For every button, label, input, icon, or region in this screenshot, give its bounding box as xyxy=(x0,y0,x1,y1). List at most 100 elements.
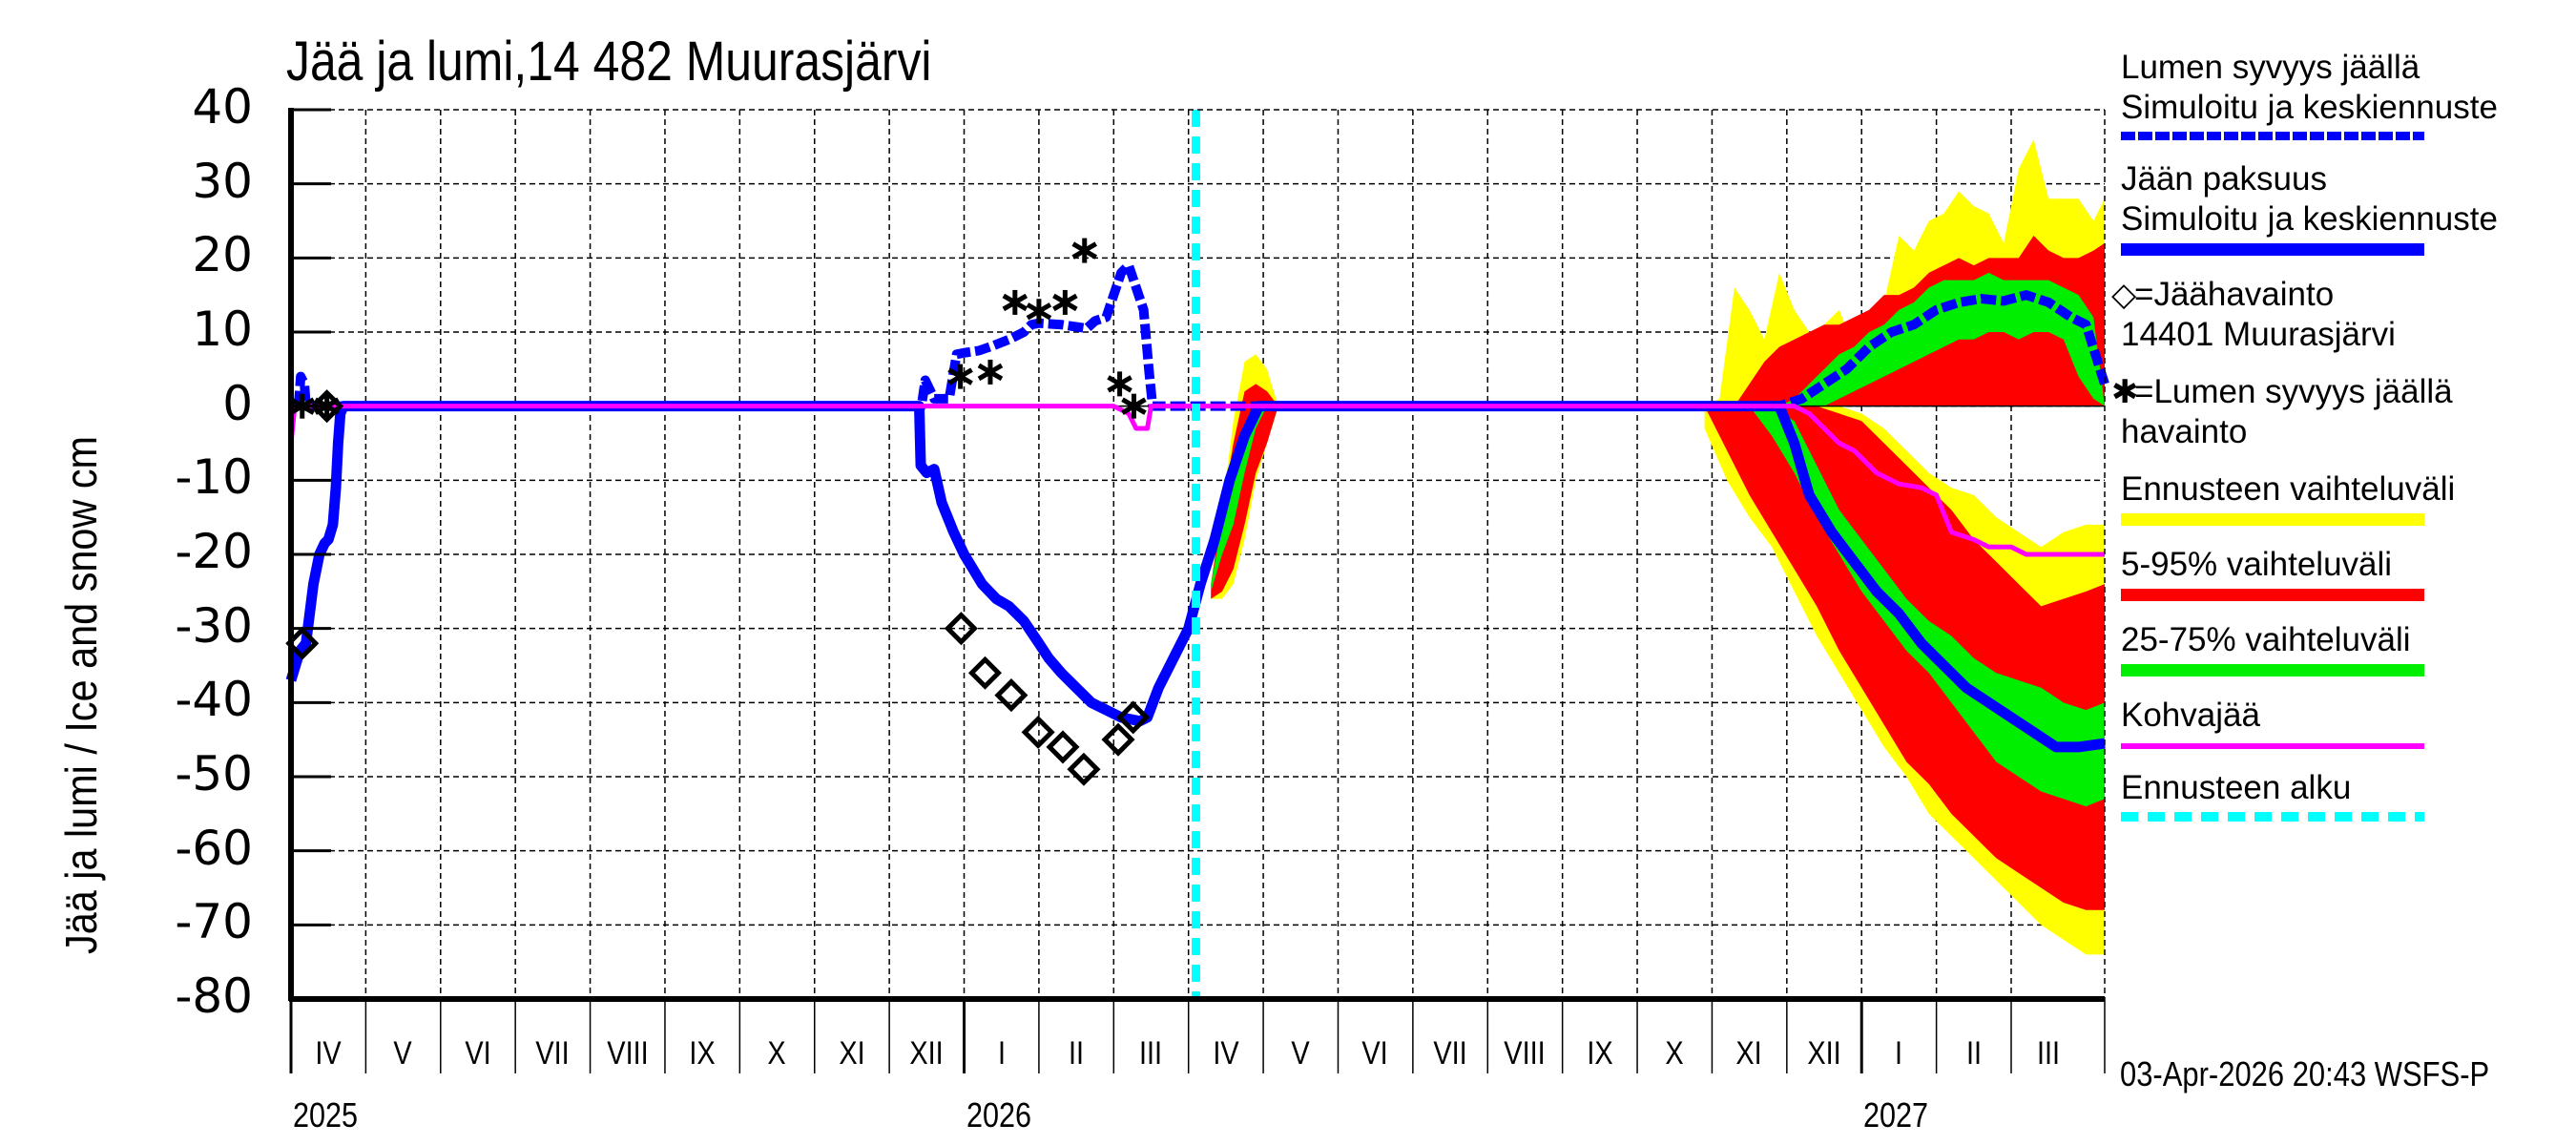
y-tick-label: -20 xyxy=(175,524,253,579)
legend-snow-title: Lumen syvyys jäällä xyxy=(2121,49,2420,86)
chart-title: Jää ja lumi,14 482 Muurasjärvi xyxy=(286,31,932,93)
x-month-label: IV xyxy=(315,1035,342,1072)
x-month-label: II xyxy=(1068,1035,1084,1072)
x-year-label: 2027 xyxy=(1863,1095,1929,1135)
legend-dashed-blue-swatch xyxy=(2121,132,2424,140)
asterisk-marker-icon xyxy=(977,359,1004,385)
band-5-95 xyxy=(1211,384,1278,599)
diamond-marker-icon xyxy=(1116,700,1151,735)
x-month-label: XI xyxy=(839,1035,865,1072)
legend: Lumen syvyys jäällä Simuloitu ja keskien… xyxy=(2111,48,2569,841)
legend-range-5-95-label: 5-95% vaihteluväli xyxy=(2121,546,2393,583)
forecast-bands xyxy=(291,139,2105,955)
x-month-label: VIII xyxy=(1504,1035,1546,1072)
legend-ice-obs-station: 14401 Muurasjärvi xyxy=(2121,316,2396,353)
x-month-label: I xyxy=(997,1035,1006,1072)
band-25-75 xyxy=(1704,406,2105,807)
asterisk-marker-icon xyxy=(1052,289,1078,315)
legend-ice-obs-label: =Jäähavainto xyxy=(2134,276,2335,313)
x-month-label: III xyxy=(1139,1035,1163,1072)
ice-thickness-line xyxy=(285,401,2106,753)
y-tick-label: -50 xyxy=(175,746,253,802)
x-month-label: V xyxy=(1291,1035,1310,1072)
x-month-label: II xyxy=(1965,1035,1982,1072)
band-25-75 xyxy=(1704,272,2105,406)
x-month-label: XII xyxy=(909,1035,944,1072)
x-month-label: VI xyxy=(465,1035,491,1072)
legend-yellow-swatch xyxy=(2121,513,2424,526)
asterisk-marker-icon xyxy=(947,364,973,389)
legend-forecast-start: Ennusteen alku xyxy=(2121,768,2569,822)
legend-magenta-swatch xyxy=(2121,743,2424,749)
diamond-marker-icon xyxy=(1101,722,1135,757)
x-month-label: XI xyxy=(1735,1035,1763,1072)
slush-ice-line xyxy=(288,404,2105,557)
timestamp: 03-Apr-2026 20:43 WSFS-P xyxy=(2120,1054,2490,1093)
legend-slush-ice-label: Kohvajää xyxy=(2121,697,2260,734)
y-tick-label: -80 xyxy=(175,968,253,1024)
x-month-label: XII xyxy=(1807,1035,1841,1072)
band-5-95 xyxy=(1704,406,2105,910)
x-month-label: VII xyxy=(1433,1035,1467,1072)
x-month-label: VII xyxy=(535,1035,570,1072)
observation-markers xyxy=(285,238,1151,786)
legend-red-swatch xyxy=(2121,589,2424,601)
legend-snow-obs-label: =Lumen syvyys jäällä xyxy=(2134,373,2453,410)
x-month-label: I xyxy=(1895,1035,1903,1072)
y-tick-label: -10 xyxy=(175,449,253,506)
legend-range-5-95: 5-95% vaihteluväli xyxy=(2121,545,2569,601)
x-month-label: X xyxy=(767,1035,786,1072)
x-month-label: III xyxy=(2036,1035,2061,1072)
x-month-label: VIII xyxy=(606,1035,649,1072)
data-lines xyxy=(285,110,2109,999)
y-tick-label: 40 xyxy=(192,79,253,135)
legend-snow-observation: ✱ =Lumen syvyys jäällä havainto xyxy=(2111,372,2569,452)
x-month-label: IV xyxy=(1213,1035,1239,1072)
legend-range-full: Ennusteen vaihteluväli xyxy=(2121,469,2569,526)
y-tick-label: 30 xyxy=(192,153,253,209)
y-tick-label: 0 xyxy=(222,375,253,431)
legend-slush-ice: Kohvajää xyxy=(2121,696,2569,749)
legend-ice-sub: Simuloitu ja keskiennuste xyxy=(2121,200,2498,238)
legend-ice-thickness: Jään paksuus Simuloitu ja keskiennuste xyxy=(2121,159,2569,256)
asterisk-marker-icon xyxy=(1026,299,1052,324)
y-tick-label: 20 xyxy=(192,227,253,283)
x-year-label: 2025 xyxy=(293,1095,359,1135)
legend-range-25-75-label: 25-75% vaihteluväli xyxy=(2121,621,2411,658)
diamond-marker-icon xyxy=(1067,752,1101,786)
legend-forecast-start-label: Ennusteen alku xyxy=(2121,769,2352,806)
y-tick-label: 10 xyxy=(192,302,253,357)
x-month-label: IX xyxy=(689,1035,716,1072)
asterisk-marker-icon xyxy=(1071,238,1097,263)
diamond-marker-icon xyxy=(994,678,1028,713)
legend-range-full-label: Ennusteen vaihteluväli xyxy=(2121,470,2456,508)
x-month-label: VI xyxy=(1361,1035,1389,1072)
diamond-marker-icon xyxy=(944,612,978,646)
asterisk-marker-icon xyxy=(1002,289,1028,315)
plot-frame xyxy=(288,108,2106,1073)
y-tick-label: -30 xyxy=(175,597,253,654)
legend-cyan-dashed-swatch xyxy=(2121,812,2424,822)
legend-ice-title: Jään paksuus xyxy=(2121,160,2327,198)
asterisk-marker-icon xyxy=(1107,371,1132,397)
legend-snow-depth: Lumen syvyys jäällä Simuloitu ja keskien… xyxy=(2121,48,2569,140)
x-year-label: 2026 xyxy=(966,1095,1031,1135)
legend-solid-blue-swatch xyxy=(2121,243,2424,256)
legend-green-swatch xyxy=(2121,664,2424,677)
x-month-label: X xyxy=(1665,1035,1684,1072)
diamond-marker-icon xyxy=(967,656,1003,690)
y-axis-label: Jää ja lumi / Ice and snow cm xyxy=(56,435,106,954)
diamond-marker-icon xyxy=(1021,715,1055,749)
snow-depth-line xyxy=(293,260,2109,411)
legend-snow-obs-sub: havainto xyxy=(2121,413,2248,450)
asterisk-marker-icon: ✱ xyxy=(2111,374,2139,410)
y-tick-label: -40 xyxy=(175,672,253,728)
legend-ice-observation: ◇ =Jäähavainto 14401 Muurasjärvi xyxy=(2111,275,2569,355)
y-tick-label: -60 xyxy=(175,820,253,876)
y-tick-label: -70 xyxy=(175,894,253,950)
x-month-label: IX xyxy=(1587,1035,1613,1072)
x-month-label: V xyxy=(393,1035,413,1072)
asterisk-marker-icon xyxy=(1121,393,1147,419)
diamond-marker-icon xyxy=(1046,730,1080,764)
